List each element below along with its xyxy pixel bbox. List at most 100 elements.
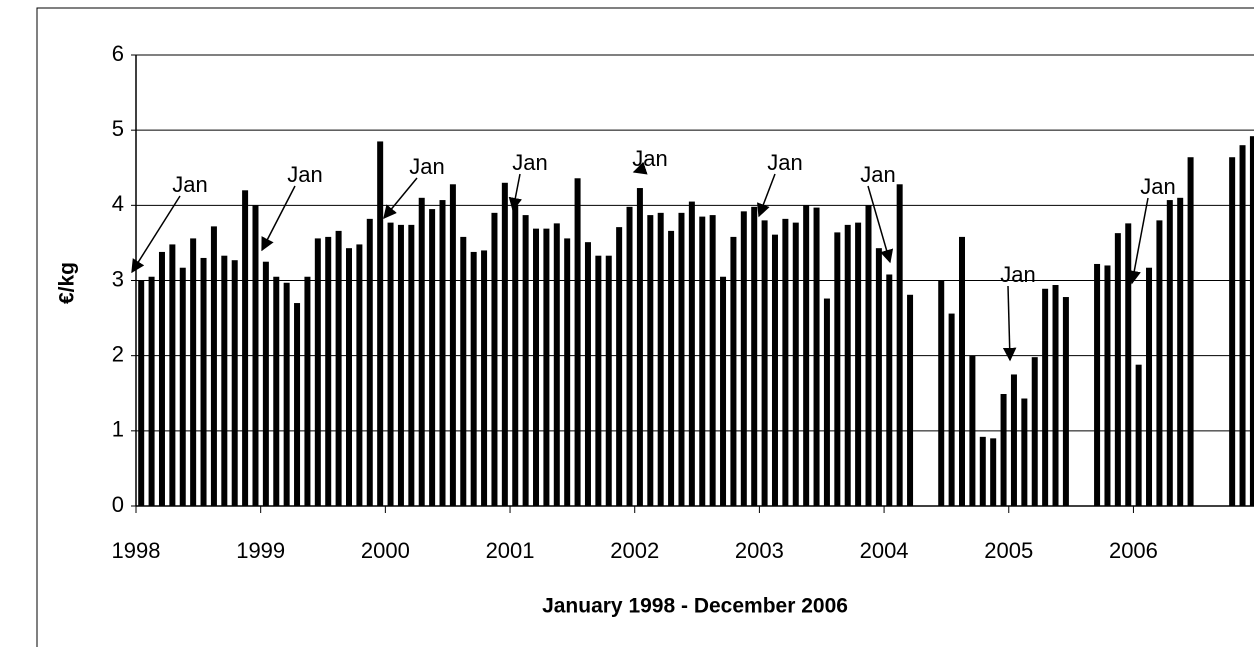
bar [1135, 364, 1142, 506]
bar [512, 205, 519, 507]
bar [501, 182, 508, 507]
bar [273, 276, 280, 506]
bar [979, 436, 986, 506]
bar [200, 257, 207, 506]
annotation: Jan [1000, 262, 1035, 287]
bar [491, 212, 498, 506]
annotation: Jan [767, 150, 802, 175]
bar [429, 209, 436, 506]
bar [439, 200, 446, 507]
y-axis-label: €/kg [56, 262, 79, 304]
bar [325, 236, 332, 507]
bar [1000, 394, 1007, 506]
bar [699, 216, 706, 506]
bar [657, 212, 664, 506]
bar [190, 238, 197, 506]
bar [148, 276, 155, 506]
chart-frame [36, 7, 1254, 647]
bar [595, 255, 602, 506]
bar [813, 207, 820, 507]
x-tick-label: 2006 [1109, 538, 1158, 563]
bar [1094, 263, 1101, 506]
bar [823, 298, 830, 506]
bar [1114, 233, 1121, 506]
bar [262, 261, 269, 506]
bar [668, 230, 675, 506]
bar [294, 303, 301, 506]
annotation-arrow [1127, 197, 1149, 285]
bar [740, 211, 747, 506]
bar [169, 244, 176, 507]
bar [896, 184, 903, 506]
bar [1062, 297, 1069, 506]
bar [792, 222, 799, 506]
annotation-arrow [131, 195, 181, 274]
bar [720, 276, 727, 506]
bar [803, 205, 810, 507]
bar [231, 260, 238, 506]
bar [636, 188, 643, 507]
bar [242, 190, 249, 507]
bar [387, 222, 394, 506]
y-tick-label: 4 [112, 191, 124, 216]
bar [616, 227, 623, 507]
x-tick-label: 2003 [735, 538, 784, 563]
annotation: Jan [287, 162, 322, 187]
annotation-arrow [383, 177, 418, 220]
bar [626, 206, 633, 506]
annotation-arrow [632, 161, 648, 175]
bar [1052, 285, 1059, 506]
bar [1146, 267, 1153, 506]
bar [1249, 136, 1254, 506]
bar [522, 215, 529, 507]
y-tick-label: 0 [112, 492, 124, 517]
x-tick-label: 2005 [984, 538, 1033, 563]
y-tick-label: 2 [112, 341, 124, 366]
bar [688, 201, 695, 506]
bar [709, 215, 716, 507]
bar [938, 280, 945, 506]
bar [533, 228, 540, 506]
bar [584, 242, 591, 507]
bar [1229, 157, 1236, 506]
annotation-arrow [757, 173, 776, 218]
annotation-arrow [867, 185, 894, 264]
bar [1166, 200, 1173, 507]
bar [1239, 145, 1246, 506]
annotation: Jan [860, 162, 895, 187]
annotation-arrow [508, 173, 522, 212]
bar [304, 276, 311, 506]
bar [345, 248, 352, 506]
x-tick-label: 1999 [236, 538, 285, 563]
annotation-arrow [1002, 285, 1017, 362]
bar [761, 220, 768, 506]
bar [751, 206, 758, 506]
bar [397, 224, 404, 507]
bar [1125, 223, 1132, 506]
bar [1187, 157, 1194, 506]
bar [771, 234, 778, 507]
bar [564, 238, 571, 506]
bar [408, 224, 415, 507]
y-tick-label: 6 [112, 41, 124, 66]
bar [834, 232, 841, 507]
bar [865, 205, 872, 507]
bar [481, 250, 488, 506]
bar [460, 236, 467, 507]
bar [990, 438, 997, 506]
annotation: Jan [409, 154, 444, 179]
bar [782, 218, 789, 506]
bar [678, 212, 685, 506]
x-tick-label: 2002 [610, 538, 659, 563]
bar [730, 236, 737, 507]
bar [875, 248, 882, 506]
bar [844, 224, 851, 507]
bar [377, 141, 384, 507]
bar [252, 205, 259, 507]
y-tick-label: 3 [112, 266, 124, 291]
annotation: Jan [632, 146, 667, 171]
bar [210, 226, 217, 506]
bar [886, 274, 893, 506]
bar [574, 178, 581, 507]
